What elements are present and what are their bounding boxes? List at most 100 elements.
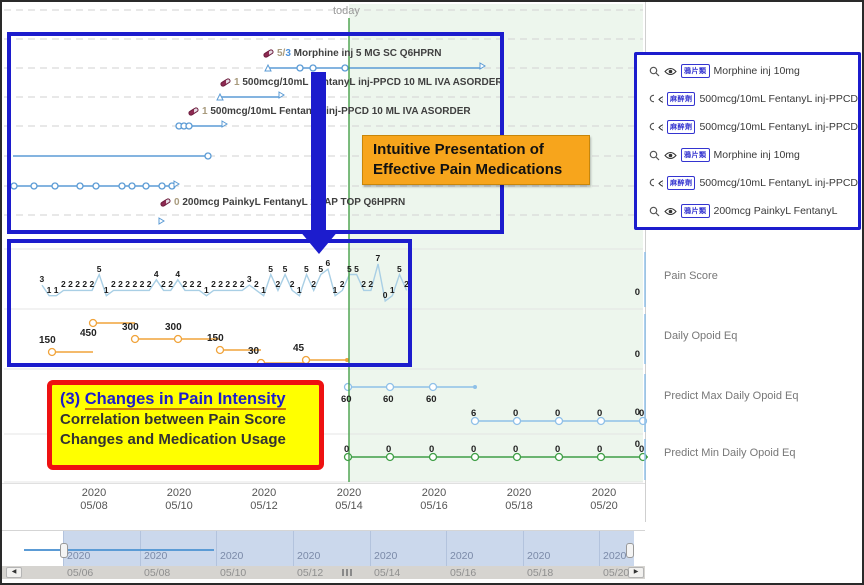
predict-min-value: 0 <box>639 444 645 455</box>
minimap-date-label: 05/20 <box>603 567 630 579</box>
legend-row: 麻醉劑 500mcg/10mL FentanyL inj-PPCD <box>649 171 858 195</box>
scroll-left-button[interactable]: ◀ <box>6 567 22 578</box>
annotation-arrow-head <box>299 230 339 254</box>
pain-score-value: 5 <box>282 263 288 274</box>
pain-score-value: 2 <box>168 279 173 290</box>
scroll-right-button[interactable]: ▶ <box>628 567 644 578</box>
pain-score-value: 2 <box>139 279 145 290</box>
pain-score-value: 2 <box>118 279 123 290</box>
minimap-date-label: 05/06 <box>67 567 94 579</box>
pain-score-value: 2 <box>196 279 202 290</box>
pain-score-value: 2 <box>339 279 345 290</box>
daily-opoid-value: 300 <box>122 322 139 333</box>
pain-score-value: 1 <box>389 284 395 295</box>
daily-opoid-value: 45 <box>293 343 305 354</box>
predict-min-value: 0 <box>429 444 435 455</box>
predict-max-value: 0 <box>513 408 519 419</box>
predict-max-value: 0 <box>639 408 645 419</box>
medication-legend-panel: 鴉片類 Morphine inj 10mg 麻醉劑 500mcg/10mL Fenta… <box>634 52 861 230</box>
minimap-gridline <box>293 531 294 567</box>
search-icon[interactable] <box>649 150 660 161</box>
callout-orange-line1: Intuitive Presentation of <box>373 140 544 158</box>
pain-score-value: 2 <box>254 279 259 290</box>
pain-score-value: 2 <box>218 279 223 290</box>
minimap-gridline <box>370 531 371 567</box>
predict-max-value: 60 <box>383 394 394 405</box>
date-axis-tick: 2020 05/12 <box>250 487 278 512</box>
legend-row: 鴉片類 200mcg PainkyL FentanyL <box>649 199 858 223</box>
pain-score-value: 6 <box>325 258 331 269</box>
pain-score-value: 2 <box>189 279 195 290</box>
date-axis-tick: 2020 05/20 <box>590 487 618 512</box>
eye-icon[interactable] <box>657 123 663 132</box>
pain-score-value: 1 <box>46 284 52 295</box>
pain-score-value: 2 <box>146 279 152 290</box>
predict-min-value: 0 <box>344 444 350 455</box>
pain-score-value: 2 <box>211 279 216 290</box>
date-axis-tick: 2020 05/18 <box>505 487 533 512</box>
predict-min-value: 0 <box>555 444 561 455</box>
minimap-year-label: 2020 <box>527 550 551 562</box>
eye-icon[interactable] <box>657 95 663 104</box>
eye-icon[interactable] <box>664 67 677 76</box>
date-axis-tick: 2020 05/14 <box>335 487 363 512</box>
pain-score-value: 5 <box>397 263 402 274</box>
legend-medication-name: Morphine inj 10mg <box>713 149 800 161</box>
section-label-predict-max: Predict Max Daily Opoid Eq <box>664 390 799 402</box>
eye-icon[interactable] <box>664 151 677 160</box>
minimap-range-line <box>24 549 214 551</box>
minimap-year-label: 2020 <box>450 550 474 562</box>
predict-max-value: 0 <box>597 408 603 419</box>
predict-min-value: 0 <box>513 444 519 455</box>
predict-max-value: 0 <box>555 408 561 419</box>
callout-orange-line2: Effective Pain Medications <box>373 161 563 178</box>
eye-icon[interactable] <box>664 207 677 216</box>
pain-score-value: 7 <box>375 252 381 263</box>
minimap-year-label: 2020 <box>297 550 321 562</box>
pain-score-value: 0 <box>382 290 388 300</box>
timeline-minimap[interactable]: 2020 2020 2020 2020 2020 2020 2020 2020 <box>2 530 645 567</box>
drug-class-badge: 鴉片類 <box>681 148 710 162</box>
callout-pain-intensity: (3) Changes in Pain Intensity Correlatio… <box>47 380 324 470</box>
scrollbar-grip[interactable] <box>342 569 352 576</box>
callout-yellow-title: (3) Changes in Pain Intensity <box>60 390 286 410</box>
minimap-date-label: 05/18 <box>527 567 554 579</box>
legend-medication-name: 500mcg/10mL FentanyL inj-PPCD <box>699 121 858 133</box>
pain-score-value: 2 <box>368 279 374 290</box>
pain-score-value: 5 <box>354 263 359 274</box>
daily-opoid-value: 30 <box>248 346 260 357</box>
pain-score-value: 2 <box>132 279 138 290</box>
eye-icon[interactable] <box>657 179 663 188</box>
search-icon[interactable] <box>649 206 660 217</box>
predict-max-value: 6 <box>471 408 477 419</box>
drug-class-badge: 麻醉劑 <box>666 92 696 106</box>
minimap-left-handle[interactable] <box>60 543 68 558</box>
pmin-axis-zero: 0 <box>634 439 640 450</box>
pain-score-value: 1 <box>296 284 302 295</box>
horizontal-scrollbar[interactable]: ◀ ▶ 05/06 05/08 05/10 05/12 05/14 05/16 05/18 0… <box>2 566 645 579</box>
minimap-gridline <box>446 531 447 567</box>
pain-score-value: 1 <box>53 284 59 295</box>
pain-score-value: 5 <box>318 263 324 274</box>
minimap-year-label: 2020 <box>144 550 168 562</box>
pain-score-value: 2 <box>239 279 245 290</box>
pain-score-value: 2 <box>289 279 295 290</box>
search-icon[interactable] <box>649 66 660 77</box>
callout-yellow-line2: Correlation between Pain Score <box>60 411 286 429</box>
search-icon[interactable] <box>649 178 654 189</box>
pain-score-value: 4 <box>153 268 159 279</box>
minimap-date-label: 05/16 <box>450 567 477 579</box>
pain-score-value: 2 <box>182 279 188 290</box>
pain-score-value: 2 <box>82 279 88 290</box>
minimap-date-label: 05/08 <box>144 567 171 579</box>
section-label-pain-score: Pain Score <box>664 270 718 282</box>
section-label-predict-min: Predict Min Daily Opoid Eq <box>664 447 796 459</box>
pain-score-value: 2 <box>75 279 80 290</box>
drug-class-badge: 麻醉劑 <box>666 120 696 134</box>
minimap-date-label: 05/10 <box>220 567 247 579</box>
search-icon[interactable] <box>649 122 654 133</box>
section-label-daily-opoid: Daily Opoid Eq <box>664 330 738 342</box>
legend-row: 鴉片類 Morphine inj 10mg <box>649 59 858 83</box>
search-icon[interactable] <box>649 94 654 105</box>
minimap-right-handle[interactable] <box>626 543 634 558</box>
